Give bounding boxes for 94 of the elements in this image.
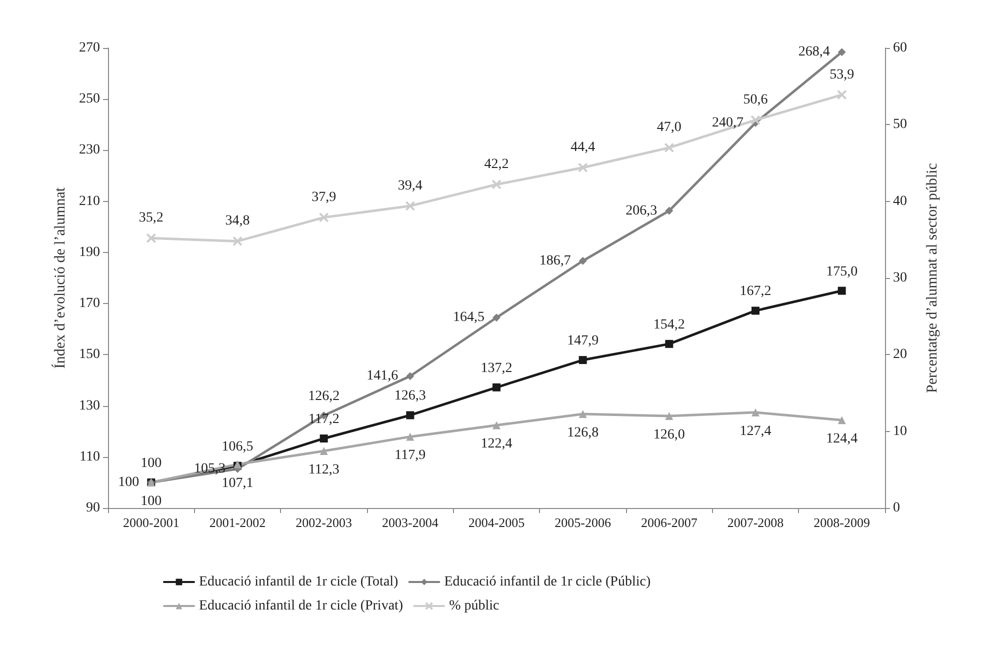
data-label: 154,2 <box>653 317 685 332</box>
x-tick-label: 2004-2005 <box>468 515 525 530</box>
data-label: 137,2 <box>480 360 512 376</box>
point <box>405 200 416 211</box>
y-tick-label: 190 <box>79 244 100 260</box>
data-label: 122,4 <box>480 436 512 452</box>
point <box>665 412 674 420</box>
point <box>578 256 587 265</box>
y2-tick-label: 0 <box>893 500 900 516</box>
data-label: 100 <box>140 494 162 509</box>
data-label: 106,5 <box>222 439 254 454</box>
point <box>318 212 329 222</box>
x-tick-label: 2001-2002 <box>209 515 266 530</box>
point <box>146 233 156 244</box>
y-tick-label: 130 <box>79 398 100 414</box>
point <box>578 162 588 173</box>
data-label: 35,2 <box>138 210 164 226</box>
y2-tick-label: 50 <box>893 117 907 132</box>
data-label: 147,9 <box>567 334 599 349</box>
point <box>492 383 500 392</box>
y2-tick-label: 30 <box>893 270 907 286</box>
y2-axis-title: Percentatge d’alumnat al sector públic <box>924 162 940 393</box>
point <box>836 90 847 100</box>
y-tick-label: 90 <box>86 500 100 516</box>
point <box>838 416 846 424</box>
point <box>838 48 846 56</box>
data-label: 240,7 <box>712 115 744 130</box>
y2-tick-label: 40 <box>893 194 907 209</box>
point <box>320 434 328 442</box>
y-tick-label: 230 <box>79 142 100 158</box>
data-label: 42,2 <box>484 156 509 172</box>
data-label: 127,4 <box>740 424 772 439</box>
data-label: 100 <box>140 456 162 471</box>
point <box>232 236 242 246</box>
data-label: 126,8 <box>567 425 599 440</box>
point <box>406 432 414 441</box>
point <box>752 306 760 315</box>
data-label: 126,2 <box>308 388 340 404</box>
point <box>578 356 587 364</box>
data-label: 124,4 <box>826 432 858 447</box>
legend-label: Educació infantil de 1r cicle (Privat) <box>199 598 404 614</box>
data-label: 107,1 <box>222 476 254 491</box>
data-label: 34,8 <box>225 214 250 229</box>
data-label: 112,3 <box>308 462 340 478</box>
point <box>406 411 414 420</box>
point <box>492 179 502 190</box>
point <box>665 206 674 215</box>
data-label: 126,0 <box>653 428 685 442</box>
point <box>750 115 760 126</box>
data-label: 186,7 <box>539 253 571 268</box>
data-label: 117,9 <box>394 448 426 464</box>
y2-tick-label: 20 <box>893 347 907 362</box>
x-tick-label: 2008-2009 <box>814 515 870 530</box>
point <box>838 286 846 295</box>
data-label: 53,9 <box>830 67 854 82</box>
x-tick-label: 2005-2006 <box>554 515 612 530</box>
y2-tick-label: 10 <box>893 424 907 439</box>
y-tick-label: 170 <box>79 296 100 312</box>
y-tick-label: 270 <box>79 40 100 56</box>
data-label: 100 <box>118 474 140 490</box>
legend-label: Educació infantil de 1r cicle (Total) <box>199 574 399 590</box>
point <box>752 408 760 416</box>
data-label: 37,9 <box>312 190 336 205</box>
legend-label: Educació infantil de 1r cicle (Públic) <box>444 574 651 590</box>
x-tick-label: 2007-2008 <box>727 515 784 530</box>
point <box>492 421 500 430</box>
data-label: 39,4 <box>398 178 422 194</box>
x-tick-label: 2006-2007 <box>640 515 698 530</box>
point <box>406 372 414 380</box>
point <box>578 410 587 418</box>
x-tick-label: 2002-2003 <box>296 515 352 530</box>
data-label: 175,0 <box>826 264 858 280</box>
y-tick-label: 150 <box>79 347 100 362</box>
data-label: 268,4 <box>798 44 830 60</box>
point <box>492 314 500 322</box>
y-tick-label: 110 <box>80 449 100 464</box>
y-tick-label: 210 <box>79 194 100 209</box>
data-label: 141,6 <box>366 368 398 384</box>
y-axis-title: Índex d’evolució de l’alumnat <box>52 186 68 369</box>
data-label: 164,5 <box>453 310 484 326</box>
data-label: 167,2 <box>740 284 772 300</box>
data-label: 44,4 <box>570 140 596 156</box>
point <box>320 447 328 456</box>
data-label: 50,6 <box>743 92 768 108</box>
legend-label: % públic <box>449 598 500 614</box>
point <box>664 142 674 153</box>
data-label: 47,0 <box>656 120 682 136</box>
x-tick-label: 2003-2004 <box>382 515 439 530</box>
point <box>665 340 674 348</box>
y2-tick-label: 60 <box>893 40 907 56</box>
data-label: 126,3 <box>394 388 426 404</box>
x-tick-label: 2000-2001 <box>122 515 180 530</box>
data-label: 206,3 <box>626 203 658 218</box>
y-tick-label: 250 <box>79 92 100 107</box>
